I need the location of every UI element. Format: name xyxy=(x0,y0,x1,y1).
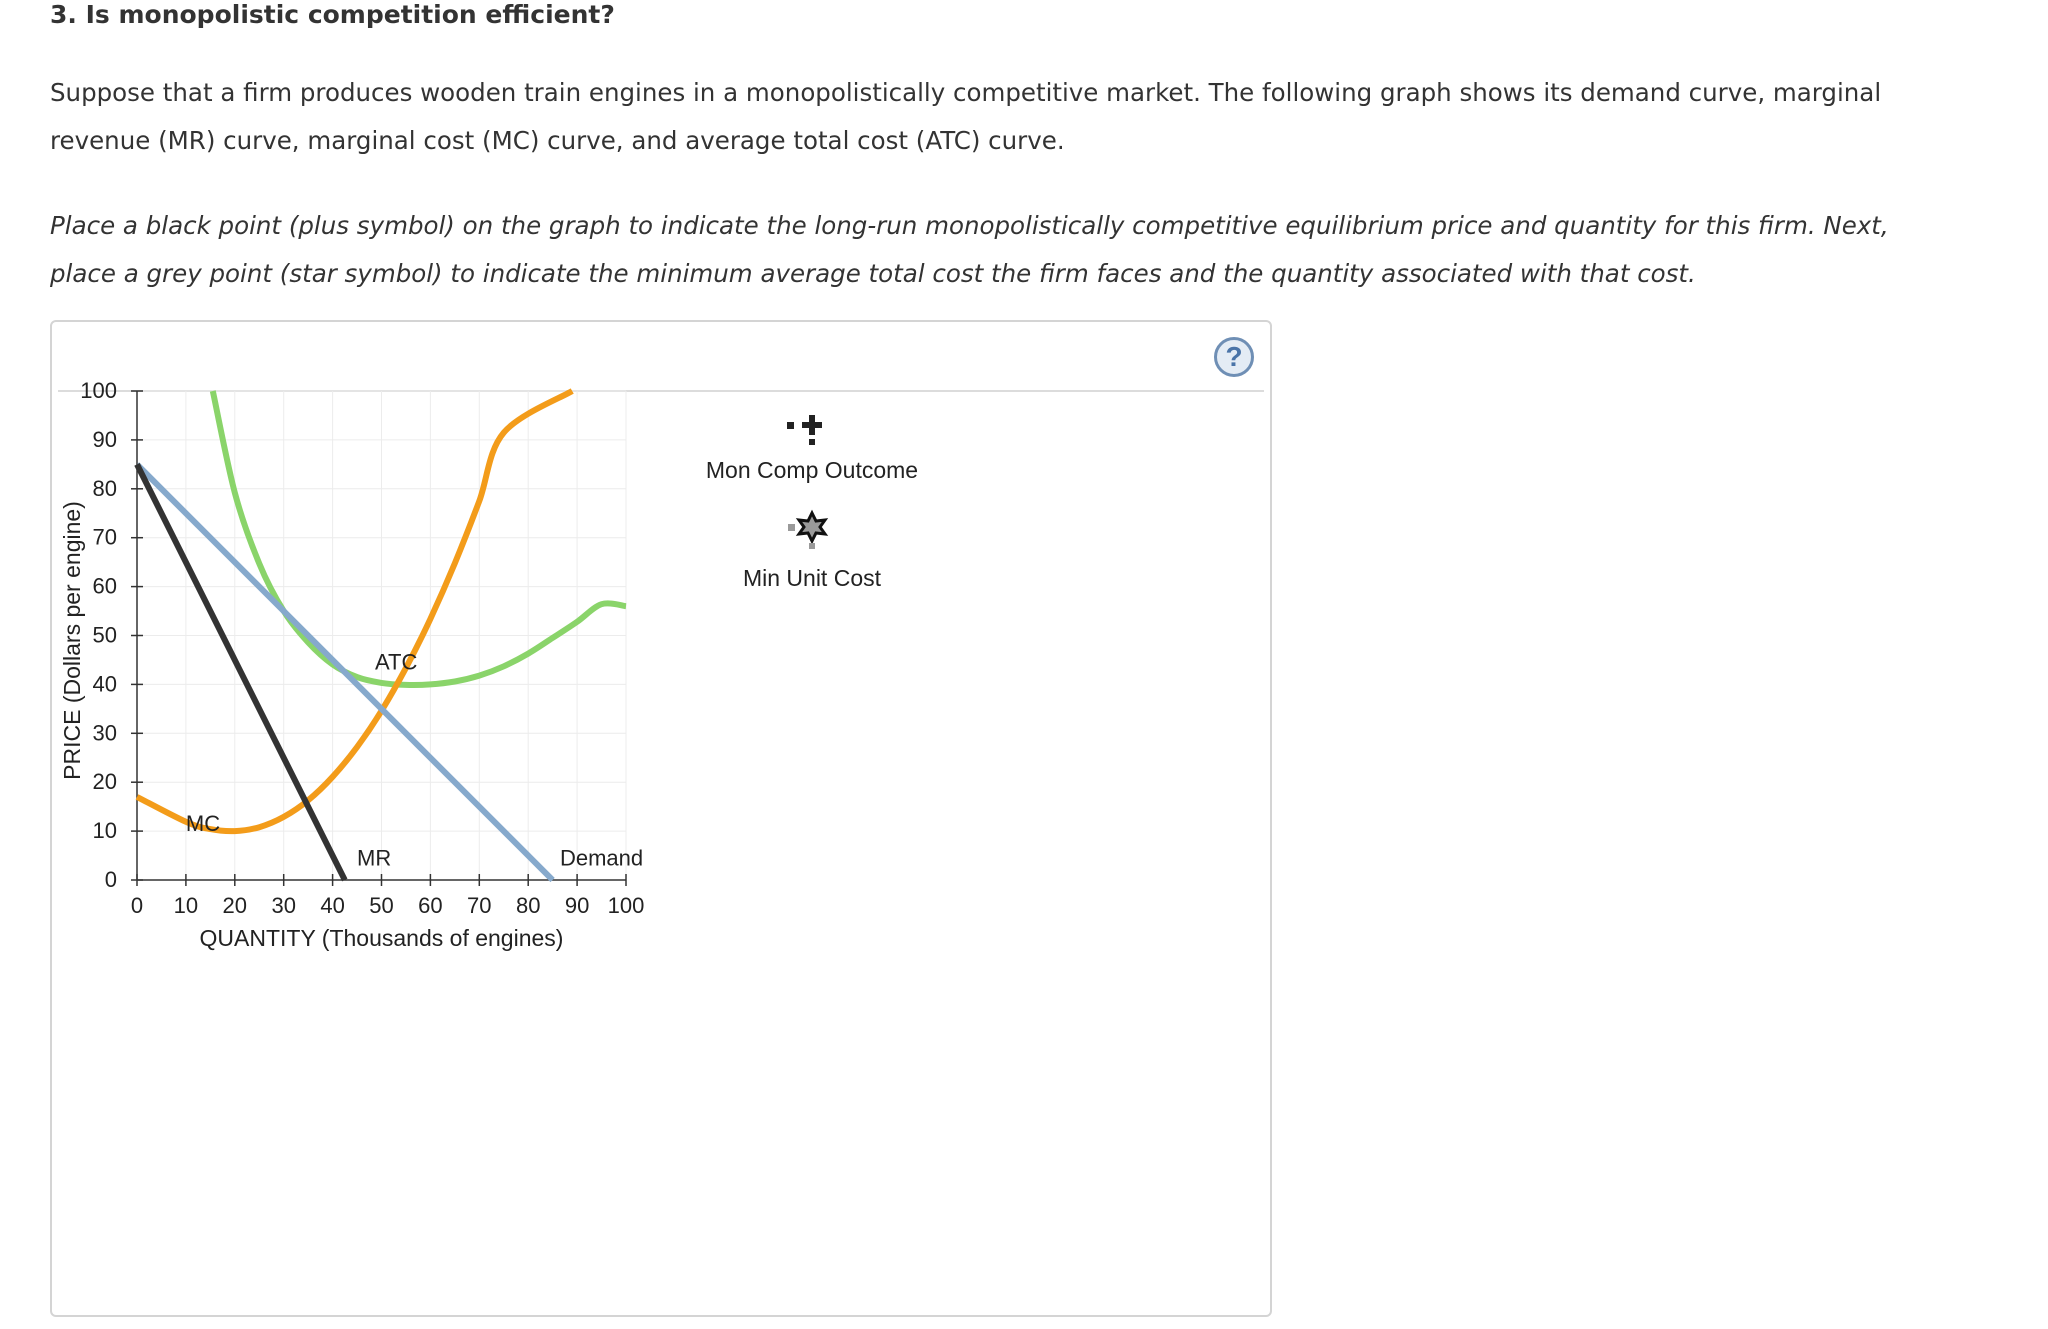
x-tick-label: 50 xyxy=(369,893,393,918)
question-instructions: Place a black point (plus symbol) on the… xyxy=(50,211,1889,288)
y-tick-label: 40 xyxy=(93,671,117,696)
y-tick-label: 60 xyxy=(93,574,117,599)
x-tick-label: 90 xyxy=(565,893,589,918)
question-description: Suppose that a firm produces wooden trai… xyxy=(50,78,1882,155)
graph-area[interactable]: 0 10 20 30 40 50 60 70 80 90 100 0 10 20 30 40 50 60 70 80… xyxy=(52,322,1270,1315)
legend-min-unit-cost[interactable]: Min Unit Cost xyxy=(743,509,882,591)
x-tick-label: 60 xyxy=(418,893,442,918)
series-curves[interactable] xyxy=(134,388,627,883)
curve-labels: ATC MC MR Demand xyxy=(186,650,643,871)
question-title: 3. Is monopolistic competition efficient… xyxy=(50,0,615,29)
legend-label-mon-comp-outcome: Mon Comp Outcome xyxy=(706,457,918,483)
y-tick-label: 80 xyxy=(93,476,117,501)
x-tick-label: 0 xyxy=(131,893,143,918)
x-tick-label: 100 xyxy=(608,893,645,918)
x-tick-label: 20 xyxy=(223,893,247,918)
x-tick-label: 70 xyxy=(467,893,491,918)
mc-curve[interactable] xyxy=(135,388,574,835)
y-tick-label: 50 xyxy=(93,623,117,648)
legend-mon-comp-outcome[interactable]: Mon Comp Outcome xyxy=(706,415,918,483)
panel-divider xyxy=(58,390,1264,392)
x-axis-title: QUANTITY (Thousands of engines) xyxy=(200,925,564,951)
x-tick-label: 10 xyxy=(174,893,198,918)
demand-curve-label: Demand xyxy=(560,845,643,870)
y-tick-label: 20 xyxy=(93,769,117,794)
grid-lines xyxy=(137,390,627,880)
mc-curve-label: MC xyxy=(186,811,220,836)
demand-curve[interactable] xyxy=(134,462,555,883)
y-tick-label: 10 xyxy=(93,818,117,843)
y-tick-label: 90 xyxy=(93,427,117,452)
mr-curve-label: MR xyxy=(357,845,391,870)
graph-panel: ? 0 10 20 30 40 50 60 70 80 90 100 0 10 20 30 40 50 60 70… xyxy=(50,320,1272,1317)
y-axis-title: PRICE (Dollars per engine) xyxy=(59,501,85,780)
y-tick-labels: 0 10 20 30 40 50 60 70 80 90 100 xyxy=(80,378,117,892)
x-tick-label: 30 xyxy=(271,893,295,918)
y-tick-label: 70 xyxy=(93,525,117,550)
x-tick-labels: 0 10 20 30 40 50 60 70 80 90 100 xyxy=(131,893,644,918)
grey-star-icon[interactable] xyxy=(788,509,829,549)
question-mark-icon[interactable]: ? xyxy=(1214,337,1254,377)
legend-label-min-unit-cost: Min Unit Cost xyxy=(743,565,882,591)
mr-curve[interactable] xyxy=(134,463,348,882)
atc-curve[interactable] xyxy=(209,390,627,688)
atc-curve-label: ATC xyxy=(375,650,417,675)
y-tick-label: 0 xyxy=(105,867,117,892)
black-plus-icon[interactable] xyxy=(787,415,822,445)
x-tick-label: 80 xyxy=(516,893,540,918)
y-tick-label: 30 xyxy=(93,720,117,745)
y-tick-label: 100 xyxy=(80,378,117,403)
x-tick-label: 40 xyxy=(320,893,344,918)
